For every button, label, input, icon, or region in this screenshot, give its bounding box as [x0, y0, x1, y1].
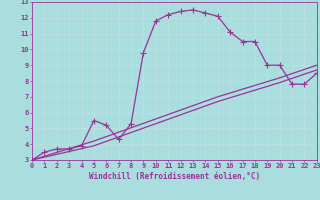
X-axis label: Windchill (Refroidissement éolien,°C): Windchill (Refroidissement éolien,°C)	[89, 172, 260, 181]
